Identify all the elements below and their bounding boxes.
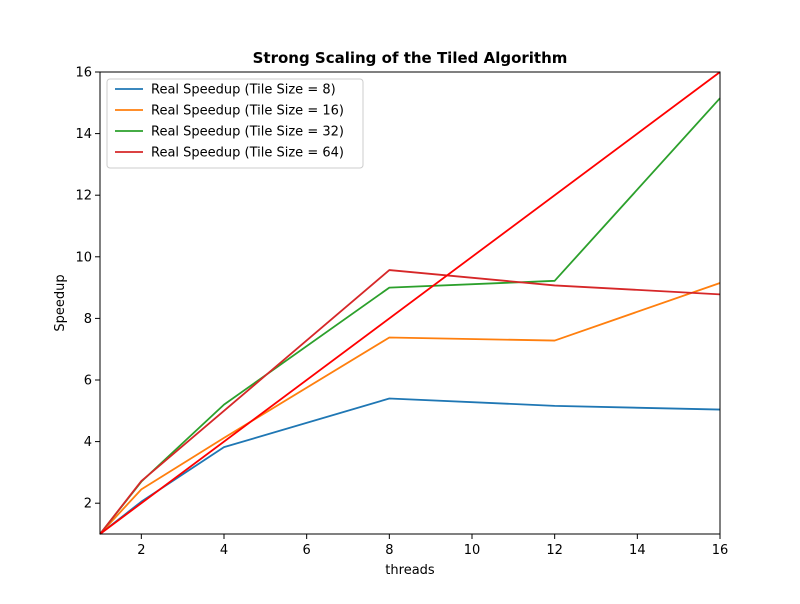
y-tick-label: 14 <box>75 127 92 142</box>
x-tick-label: 10 <box>464 543 481 558</box>
x-tick-label: 6 <box>303 543 311 558</box>
y-tick-label: 10 <box>75 250 92 265</box>
x-tick-label: 16 <box>712 543 729 558</box>
y-tick-label: 16 <box>75 66 92 81</box>
x-tick-label: 14 <box>629 543 646 558</box>
legend: Real Speedup (Tile Size = 8) Real Speedup… <box>106 78 364 169</box>
x-tick-label: 4 <box>220 543 228 558</box>
x-axis-label: threads <box>385 563 435 578</box>
y-axis-label: Speedup <box>53 274 68 331</box>
x-tick-label: 12 <box>546 543 563 558</box>
y-tick-label: 4 <box>84 435 92 450</box>
legend-label-3: Real Speedup (Tile Size = 32) <box>151 125 344 140</box>
y-tick-label: 6 <box>84 374 92 389</box>
y-tick-label: 12 <box>75 189 92 204</box>
legend-label-2: Real Speedup (Tile Size = 16) <box>151 104 344 119</box>
plot-frame <box>99 71 721 535</box>
series-layer <box>99 71 721 535</box>
series-line-2 <box>99 282 721 535</box>
legend-label-4: Real Speedup (Tile Size = 64) <box>151 146 344 161</box>
reference-line <box>99 71 721 535</box>
series-line-4 <box>99 269 721 535</box>
x-tick-label: 8 <box>385 543 393 558</box>
ticks-layer: 2 4 6 8 10 12 14 16 2 4 6 8 10 12 14 16 <box>75 66 728 559</box>
legend-label-1: Real Speedup (Tile Size = 8) <box>151 83 336 98</box>
legend-box <box>106 78 364 169</box>
y-tick-label: 8 <box>84 312 92 327</box>
chart-title: Strong Scaling of the Tiled Algorithm <box>253 49 568 67</box>
x-tick-label: 2 <box>137 543 145 558</box>
series-line-1 <box>99 397 721 535</box>
y-tick-label: 2 <box>84 497 92 512</box>
